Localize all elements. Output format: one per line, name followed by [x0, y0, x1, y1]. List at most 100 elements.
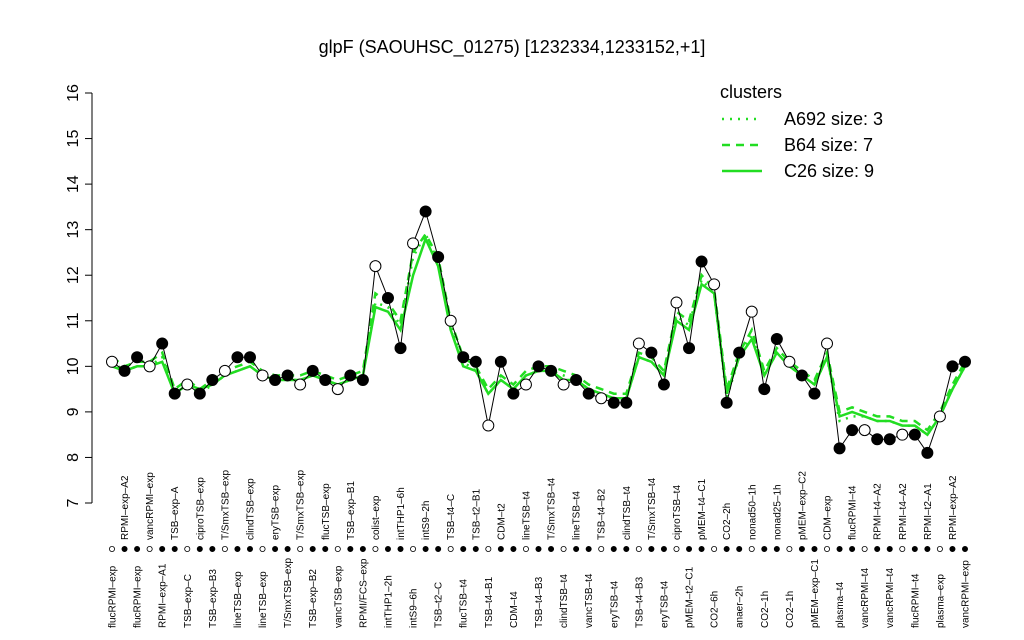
x-tick-label: T/SmxTSB–t4: [647, 477, 658, 540]
data-point: [206, 374, 219, 386]
cluster-line: [111, 235, 967, 437]
rug-dot: [397, 546, 404, 553]
rug-dot: [648, 546, 655, 553]
rug-dot: [899, 546, 906, 553]
rug-dot: [949, 546, 956, 553]
x-tick-label: flucTSB–t4: [459, 579, 470, 628]
data-point: [369, 260, 382, 273]
x-tick-label: RPMI–t4–A2: [873, 483, 884, 540]
x-tick-label: eryTSB–exp: [271, 485, 282, 540]
x-tick-label: vancRPMI–exp: [961, 560, 972, 628]
legend-label: B64 size: 7: [784, 135, 873, 155]
data-point: [319, 374, 332, 386]
x-tick-label: ciproTSB–exp: [195, 477, 206, 540]
x-tick-label: vancTSB–exp: [333, 565, 344, 628]
rug-dot: [849, 546, 856, 553]
rug-dot: [334, 546, 341, 553]
x-tick-label: CO2–1h: [785, 591, 796, 628]
x-tick-label: intS9–2h: [421, 501, 432, 540]
chart-title: glpF (SAOUHSC_01275) [1232334,1233152,+1…: [319, 37, 706, 58]
data-point: [519, 378, 532, 391]
rug-dot: [272, 546, 279, 553]
data-point: [695, 255, 708, 268]
x-tick-label: lineTSB–t4: [572, 491, 583, 540]
x-tick-label: RPMI–t2–A1: [923, 483, 934, 540]
data-point: [795, 369, 808, 382]
x-tick-label: T/SmxTSB–exp: [220, 470, 231, 540]
rug-dot: [736, 546, 743, 553]
rug-dot: [911, 546, 918, 553]
data-point: [821, 337, 834, 350]
rug-dot: [635, 546, 642, 553]
data-point: [783, 355, 796, 368]
y-tick-label: 10: [65, 357, 82, 375]
x-tick-label: CDM–t2: [496, 503, 507, 540]
x-tick-label: T/SmxTSB–exp: [283, 558, 294, 628]
y-tick-label: 15: [65, 130, 82, 148]
data-point: [131, 351, 144, 364]
rug-dot: [936, 546, 943, 553]
x-tick-label: flucRPMI–t4: [910, 573, 921, 628]
rug-dot: [422, 546, 429, 553]
x-tick-label: intTHP1–2h: [383, 575, 394, 628]
rug-dot: [761, 546, 768, 553]
x-tick-label: CO2–1h: [760, 591, 771, 628]
data-point: [156, 337, 169, 350]
x-tick-label: TSB–exp–A: [170, 486, 181, 540]
rug-dot: [384, 546, 391, 553]
data-point: [607, 396, 620, 409]
x-tick-label: flucRPMI–exp: [133, 565, 144, 628]
x-tick-label: vancRPMI–t4: [885, 568, 896, 628]
rug-dot: [472, 546, 479, 553]
data-point: [394, 342, 407, 355]
x-tick-label: intS9–6h: [409, 589, 420, 628]
x-tick-label: TSB–exp–B3: [208, 569, 219, 628]
data-point: [657, 378, 670, 391]
data-point: [570, 374, 583, 386]
rug-dot: [798, 546, 805, 553]
x-tick-label: TSB–exp–B1: [346, 481, 357, 540]
legend-title: clusters: [720, 82, 782, 102]
data-point: [595, 392, 608, 405]
rug-dot: [535, 546, 542, 553]
data-point: [545, 364, 558, 377]
x-tick-label: TSB–t4–B1: [484, 576, 495, 628]
x-tick-label: TSB–t4–B3: [634, 576, 645, 628]
data-point: [381, 292, 394, 304]
data-point: [883, 433, 896, 446]
legend-label: A692 size: 3: [784, 109, 883, 129]
rug-dot: [497, 546, 504, 553]
data-point: [507, 387, 520, 400]
x-tick-label: plasma–t4: [835, 581, 846, 628]
rug-dot: [410, 546, 417, 553]
x-tick-label: CO2–6h: [710, 591, 721, 628]
x-tick-label: lineTSB–t4: [521, 491, 532, 540]
data-point: [808, 387, 821, 400]
data-point: [770, 333, 783, 345]
data-point: [921, 446, 934, 459]
rug-dot: [924, 546, 931, 553]
expression-line: [111, 209, 966, 454]
rug-dot: [610, 546, 617, 553]
rug-dot: [435, 546, 442, 553]
data-point: [582, 387, 595, 400]
data-point: [469, 355, 482, 368]
data-point: [419, 205, 432, 218]
x-tick-label: colist–exp: [371, 495, 382, 540]
rug-dot: [660, 546, 667, 553]
x-tick-label: eryTSB–t4: [609, 580, 620, 628]
x-tick-label: vancRPMI–exp: [145, 472, 156, 540]
x-tick-label: eryTSB–t4: [659, 580, 670, 628]
x-tick-label: RPMI–exp–A2: [120, 475, 131, 540]
x-tick-label: pMEM–t2–C1: [685, 566, 696, 628]
x-tick-label: TSB–t4–B2: [597, 488, 608, 540]
data-point: [143, 360, 156, 373]
data-point: [683, 342, 696, 355]
data-point: [432, 251, 445, 263]
data-point: [181, 378, 194, 391]
rug-dot: [146, 546, 153, 553]
x-tick-label: RPMI/FCS–exp: [358, 558, 369, 628]
rug-dot: [109, 546, 116, 553]
data-point: [908, 428, 921, 441]
